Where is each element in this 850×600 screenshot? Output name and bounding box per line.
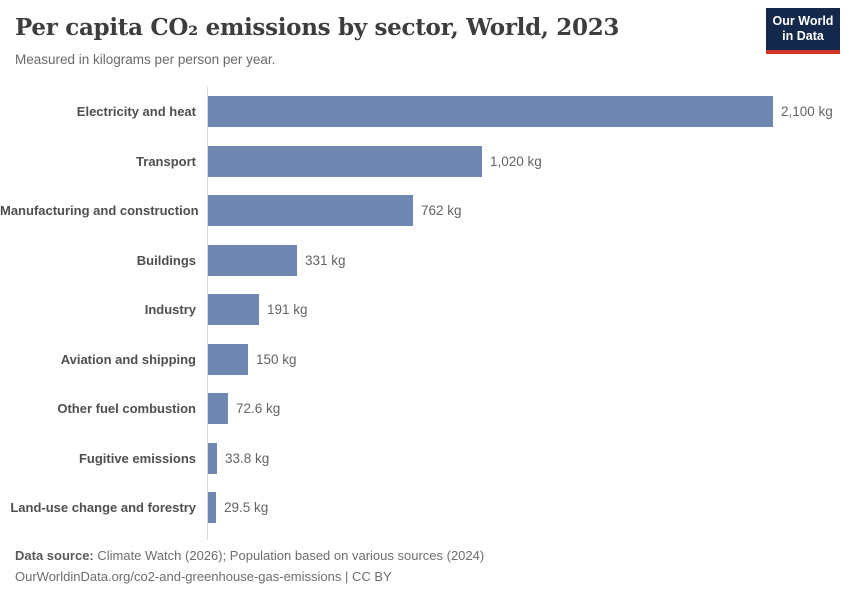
y-axis-line xyxy=(207,87,208,540)
value-label: 33.8 kg xyxy=(225,451,270,466)
owid-logo[interactable]: Our World in Data xyxy=(766,8,840,54)
category-label: Other fuel combustion xyxy=(57,401,196,416)
bar-chart: Electricity and heat 2,100 kg Transport 1,0… xyxy=(0,87,850,540)
value-label: 1,020 kg xyxy=(490,154,542,169)
value-label: 331 kg xyxy=(305,253,346,268)
owid-logo-line2: in Data xyxy=(782,29,824,43)
bar-land-use-change-and-forestry[interactable] xyxy=(208,492,216,523)
category-label: Transport xyxy=(136,154,196,169)
category-label: Electricity and heat xyxy=(76,104,196,119)
owid-logo-line1: Our World xyxy=(772,13,834,28)
footer-license: | CC BY xyxy=(341,569,392,584)
value-label: 191 kg xyxy=(267,302,308,317)
bar-transport[interactable] xyxy=(208,146,482,177)
value-label: 29.5 kg xyxy=(224,500,269,515)
bar-other-fuel-combustion[interactable] xyxy=(208,393,228,424)
bar-electricity-and-heat[interactable] xyxy=(208,96,773,127)
value-label: 150 kg xyxy=(256,352,297,367)
value-label: 762 kg xyxy=(421,203,462,218)
category-label: Land-use change and forestry xyxy=(10,500,196,515)
footer-url-link[interactable]: OurWorldinData.org/co2-and-greenhouse-ga… xyxy=(15,569,342,584)
bar-industry[interactable] xyxy=(208,294,259,325)
category-label: Industry xyxy=(144,302,196,317)
footer-source-label: Data source: xyxy=(15,548,94,563)
category-label: Aviation and shipping xyxy=(60,352,196,367)
bar-buildings[interactable] xyxy=(208,245,297,276)
bar-manufacturing-and-construction[interactable] xyxy=(208,195,413,226)
footer-source-text: Climate Watch (2026); Population based o… xyxy=(93,548,485,563)
bar-fugitive-emissions[interactable] xyxy=(208,443,217,474)
chart-subtitle: Measured in kilograms per person per yea… xyxy=(15,52,276,67)
category-label: Fugitive emissions xyxy=(78,451,196,466)
value-label: 72.6 kg xyxy=(236,401,281,416)
bar-aviation-and-shipping[interactable] xyxy=(208,344,248,375)
value-label: 2,100 kg xyxy=(781,104,833,119)
footer-link-line: OurWorldinData.org/co2-and-greenhouse-ga… xyxy=(15,569,392,584)
chart-title: Per capita CO₂ emissions by sector, Worl… xyxy=(15,14,620,41)
category-label: Buildings xyxy=(136,253,196,268)
category-label: Manufacturing and construction xyxy=(0,203,199,218)
footer-source: Data source: Climate Watch (2026); Popul… xyxy=(15,548,484,563)
